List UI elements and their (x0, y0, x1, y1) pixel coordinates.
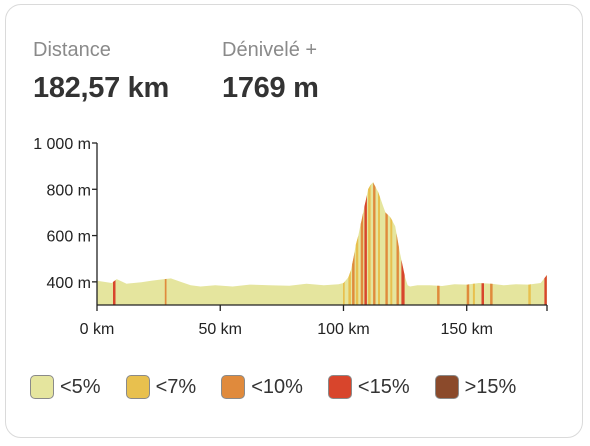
legend-label: >15% (464, 375, 517, 398)
x-tick-label: 0 km (80, 321, 115, 338)
elevation-gain-label: Dénivelé + (222, 39, 318, 61)
gradient-segment (348, 270, 351, 305)
gradient-segment (343, 281, 345, 305)
gradient-segment (528, 284, 531, 305)
legend-item: <10% (221, 375, 303, 399)
legend-label: <15% (357, 375, 410, 398)
y-tick-label: 800 m (47, 182, 91, 199)
distance-label: Distance (33, 39, 111, 61)
y-tick-label: 400 m (47, 275, 91, 292)
x-tick-label: 150 km (440, 321, 492, 338)
gradient-segment (364, 195, 367, 305)
gradient-segment (352, 251, 355, 305)
legend-label: <7% (155, 375, 197, 398)
legend-swatch (221, 375, 246, 399)
gradient-legend: <5% <7% <10% <15% >15% (30, 375, 541, 399)
gradient-segment (113, 280, 116, 305)
gradient-segment (360, 212, 364, 305)
gradient-segment (385, 212, 388, 305)
legend-swatch (30, 375, 54, 399)
gradient-segment (396, 233, 399, 305)
legend-item: <7% (125, 375, 197, 399)
gradient-segment (472, 283, 475, 305)
gradient-segment (390, 217, 393, 305)
distance-stat: Distance 182,57 km (33, 39, 169, 105)
x-tick-label: 100 km (317, 321, 369, 338)
gradient-segment (481, 283, 484, 305)
gradient-segment (355, 235, 359, 305)
legend-item: <15% (327, 375, 410, 399)
elevation-gain-stat: Dénivelé + 1769 m (222, 39, 319, 105)
elevation-area (97, 182, 547, 305)
route-summary-card: Distance 182,57 km Dénivelé + 1769 m (5, 4, 583, 438)
legend-label: <5% (60, 375, 101, 398)
gradient-segment (437, 285, 440, 305)
gradient-segment (401, 259, 405, 305)
legend-item: <5% (30, 375, 101, 399)
distance-value: 182,57 km (33, 72, 169, 104)
legend-swatch (434, 375, 459, 399)
legend-item: >15% (434, 375, 517, 399)
gradient-segment (378, 191, 380, 305)
legend-swatch (327, 375, 352, 399)
elevation-profile-chart: 400 m 600 m 800 m 1 000 m 0 km 50 km 100 km 150… (33, 136, 548, 338)
legend-label: <10% (251, 375, 303, 398)
gradient-segment (544, 275, 547, 305)
y-tick-label: 600 m (47, 229, 91, 246)
elevation-gain-value: 1769 m (222, 72, 319, 104)
gradient-segment (368, 184, 371, 305)
x-tick-label: 50 km (198, 321, 242, 338)
gradient-segment (373, 182, 376, 305)
gradient-segment (466, 284, 470, 305)
legend-swatch (125, 375, 150, 399)
gradient-segment (490, 283, 493, 305)
gradient-segment (164, 278, 167, 305)
y-tick-label: 1 000 m (33, 136, 91, 153)
